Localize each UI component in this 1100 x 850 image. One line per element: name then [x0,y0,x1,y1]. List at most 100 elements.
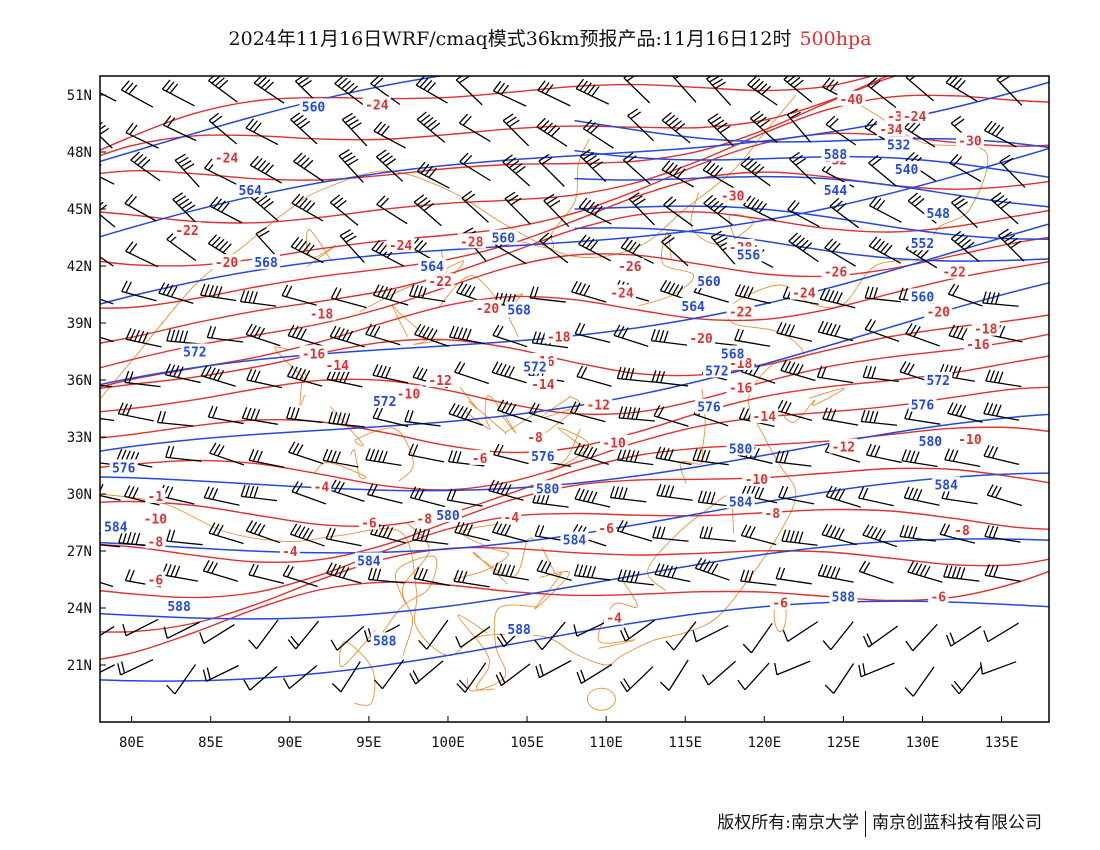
height-isoline [100,147,1049,305]
temperature-label: -20 [476,302,500,317]
wind-barb [868,236,902,264]
height-label: 588 [373,634,397,649]
height-label: 540 [895,163,919,178]
footer-divider [865,810,866,837]
temperature-label: -22 [942,266,965,281]
copyright-text: 版权所有:南京大学 [717,813,859,833]
lon-label: 105E [510,735,544,751]
wind-barb [370,76,401,106]
temperature-label: -6 [472,452,488,467]
wind-barb [203,486,240,506]
wind-barb [979,661,1017,675]
label-bg [726,303,755,319]
label-bg [505,620,534,636]
temperature-label: -8 [527,431,543,446]
label-bg [426,372,455,387]
wind-barb [620,237,654,264]
wind-barb [331,661,361,693]
wind-barb [627,108,654,142]
wind-barb [776,321,813,342]
wind-barb [322,448,359,468]
height-label: 576 [697,401,721,416]
label-bg [718,345,747,361]
height-label: 588 [167,600,191,615]
wind-barb [121,280,157,302]
label-bg [528,448,557,463]
height-label: 584 [357,555,381,570]
temperature-label: -24 [610,287,634,302]
wind-barb [289,523,325,547]
wind-barb [413,194,442,227]
wind-barb [161,79,195,107]
wind-barb [985,369,1022,388]
lon-label: 110E [589,735,623,751]
wind-barb [291,193,324,222]
wind-barb [415,76,448,104]
wind-barb [776,399,813,422]
wind-barb [448,403,484,427]
height-label: 588 [507,623,531,638]
temperature-label: -6 [772,596,788,611]
label-bg [955,430,984,446]
wind-barb [125,122,159,149]
temperature-label: -14 [531,378,555,393]
label-bg [414,510,435,526]
height-label: 560 [492,232,516,247]
wind-barb [158,282,194,305]
wind-barb [504,191,531,225]
label-bg [821,182,850,197]
wind-barb [999,154,1026,188]
wind-barb [286,406,323,424]
label-bg [702,362,731,378]
wind-barb [734,284,771,305]
label-bg [307,305,336,321]
height-label: 580 [729,442,753,457]
wind-barb [537,80,571,107]
wind-barb [287,324,323,347]
temperature-isoline [100,570,1049,661]
wind-barb [283,664,318,690]
wind-barb [787,200,820,228]
wind-barb [616,366,654,383]
lat-label: 30N [67,487,92,503]
wind-barb [575,78,610,105]
wind-barb [982,291,1019,307]
wind-barb [365,323,401,346]
wind-barb [817,320,854,342]
wind-barb [536,117,568,147]
wind-barb [243,666,278,691]
temperature-isoline [100,76,898,181]
temperature-label: -20 [927,306,951,321]
label-bg [418,258,447,273]
label-bg [433,506,462,522]
wind-barb [165,445,202,462]
temperature-isoline [100,261,1049,388]
wind-barb [163,621,200,639]
wind-barb [904,666,935,697]
height-label: 564 [420,260,444,275]
wind-barb [455,76,483,106]
wind-barb [702,160,735,189]
temperature-label: -12 [586,399,609,414]
height-label: 572 [183,346,206,361]
temperature-label: -14 [753,410,777,425]
wind-barb [824,663,855,694]
wind-barb [174,153,200,188]
province-boundary [401,521,430,656]
label-bg [726,493,755,509]
wind-barb [100,256,114,267]
wind-barb [609,485,647,503]
wind-barb [947,283,983,307]
wind-barb [578,234,611,262]
wind-barb [622,152,651,185]
wind-barb [416,161,450,189]
lat-label: 27N [67,544,92,560]
temperature-label: -24 [903,110,927,125]
temperature-label: -10 [397,387,421,402]
wind-barb [907,561,943,583]
axis-labels: 80E 85E 90E 95E 100E 105E 110E 115E 120E 125E 130E… [67,88,1019,751]
wind-barb [789,151,816,185]
height-label: 584 [729,496,753,511]
wind-barb [903,486,940,506]
